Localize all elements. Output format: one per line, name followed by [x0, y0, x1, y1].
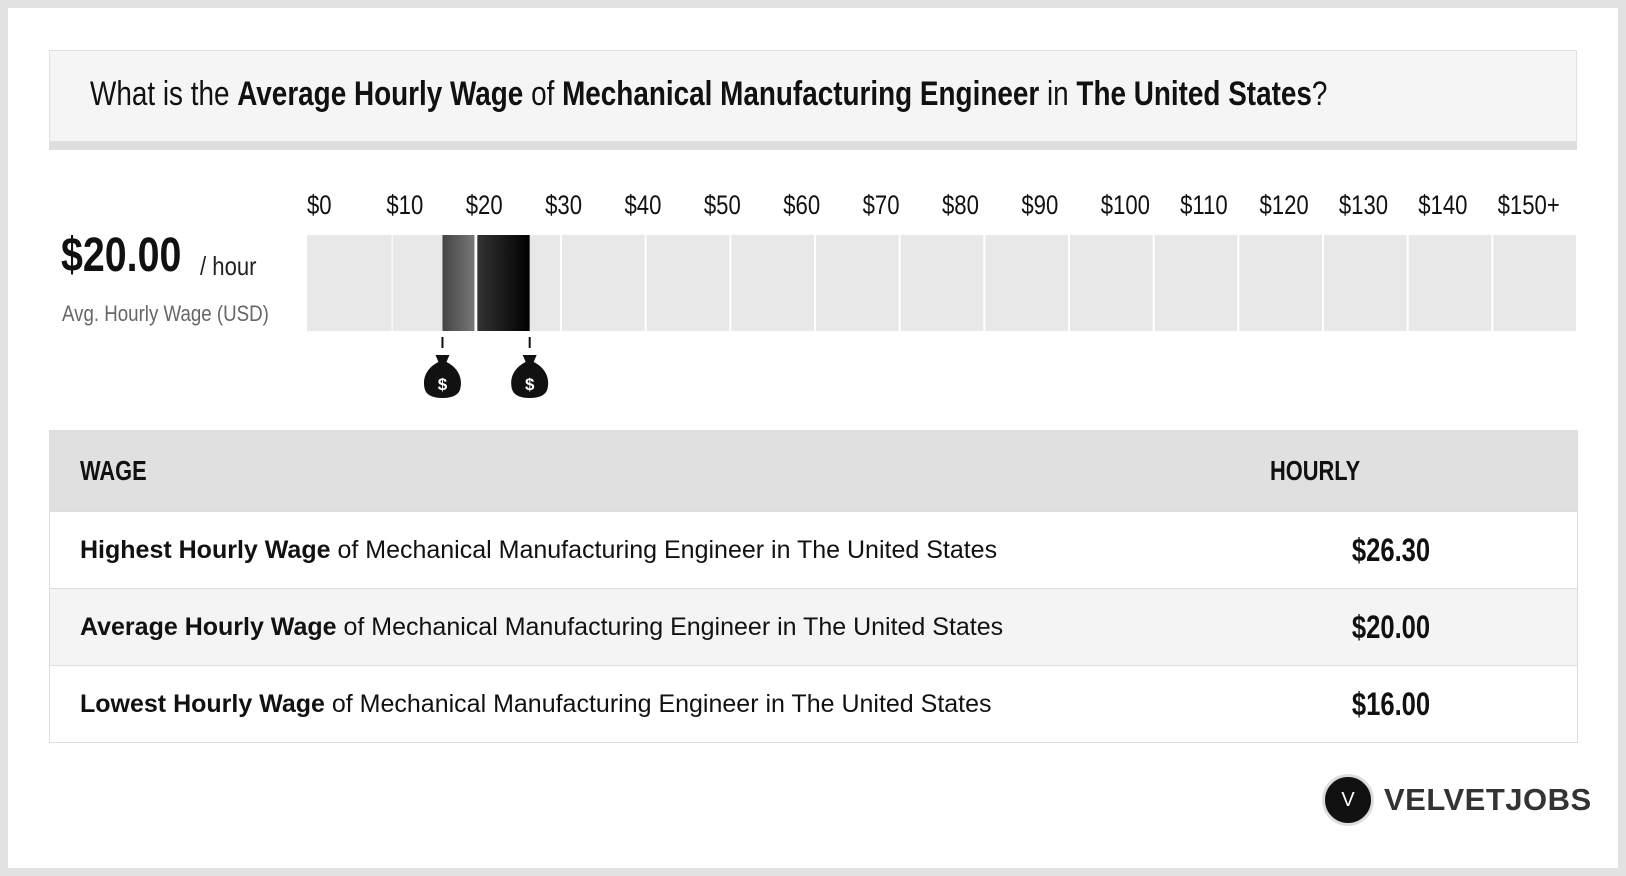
wage-scale: $0 $10 $20 $30 $40 $50 $60 $70 $80 $90 $100 $110 $12…: [307, 191, 1576, 398]
money-bag-shape: [511, 355, 549, 398]
money-bag-symbol: $: [525, 375, 535, 394]
row-value: $20.00: [1351, 609, 1431, 645]
tick-label: $80: [942, 191, 979, 221]
table-row: Lowest Hourly Wage of Mechanical Manufac…: [50, 665, 1577, 742]
row-label-text: of Mechanical Manufacturing Engineer in …: [324, 690, 992, 718]
table-row: Average Hourly Wage of Mechanical Manufa…: [50, 588, 1577, 665]
row-label-text: of Mechanical Manufacturing Engineer in …: [336, 613, 1004, 641]
scale-cell: [1493, 235, 1576, 331]
summary-unit: / hour: [200, 251, 257, 281]
row-label-bold: Lowest Hourly Wage: [80, 690, 325, 718]
summary-caption: Avg. Hourly Wage (USD): [62, 301, 269, 326]
tick-label: $150+: [1498, 191, 1560, 221]
scale-cell: [816, 235, 899, 331]
logo-mark: V: [1322, 774, 1374, 826]
title-part: Mechanical Manufacturing Engineer: [562, 75, 1040, 113]
tick-label: $90: [1021, 191, 1058, 221]
summary-value: $20.00: [61, 229, 182, 282]
tick-label: $130: [1339, 191, 1388, 221]
tick-label: $120: [1260, 191, 1309, 221]
title: What is the Average Hourly Wage of Mecha…: [90, 75, 1327, 114]
money-bag-symbol: $: [438, 375, 448, 394]
scale-cell: [1070, 235, 1153, 331]
table-row: Highest Hourly Wage of Mechanical Manufa…: [50, 511, 1577, 588]
header-cell: WAGE: [80, 455, 147, 486]
row-label: Highest Hourly Wage of Mechanical Manufa…: [80, 512, 997, 588]
scale-cell: [985, 235, 1068, 331]
scale-cell: [1408, 235, 1492, 331]
scale-cell: [562, 235, 645, 331]
tick-label: $20: [466, 191, 503, 221]
title-part: Average Hourly Wage: [237, 75, 524, 113]
title-part: What is the: [90, 75, 238, 113]
scale-cell: [646, 235, 730, 331]
scale-cell: [1324, 235, 1407, 331]
tick-label: $60: [783, 191, 820, 221]
money-bag: $: [423, 355, 461, 398]
money-bag-shape: [423, 355, 461, 398]
row-label: Lowest Hourly Wage of Mechanical Manufac…: [80, 666, 992, 742]
tick-label: $10: [386, 191, 423, 221]
scale-cell: [307, 235, 392, 331]
title-part: The United States: [1076, 75, 1312, 113]
header: What is the Average Hourly Wage of Mecha…: [49, 50, 1577, 150]
row-value: $16.00: [1351, 686, 1431, 722]
logo-name: VELVETJOBS: [1384, 782, 1592, 817]
range-low-average: [442, 235, 475, 331]
tick-label: $40: [625, 191, 662, 221]
row-label: Average Hourly Wage of Mechanical Manufa…: [80, 589, 1003, 665]
tick-label: $0: [307, 191, 332, 221]
row-label-text: of Mechanical Manufacturing Engineer in …: [330, 536, 998, 564]
range-average-high: [477, 235, 530, 331]
logo: V VELVETJOBS: [1320, 772, 1591, 826]
money-bag: $: [511, 355, 549, 398]
scale-cell: [900, 235, 984, 331]
scale-cell: [1239, 235, 1322, 331]
title-part: in: [1039, 75, 1077, 113]
tick-label: $110: [1180, 191, 1228, 221]
tick-label: $140: [1418, 191, 1467, 221]
row-label-bold: Average Hourly Wage: [80, 613, 337, 641]
tick-label: $70: [863, 191, 900, 221]
scale-cell: [731, 235, 814, 331]
title-part: ?: [1311, 75, 1328, 113]
row-value: $26.30: [1351, 532, 1431, 568]
row-label-bold: Highest Hourly Wage: [80, 536, 331, 564]
tick-label: $100: [1101, 191, 1150, 221]
title-part: of: [523, 75, 563, 113]
tick-label: $50: [704, 191, 741, 221]
tick-label: $30: [545, 191, 582, 221]
scale-cell: [1154, 235, 1238, 331]
